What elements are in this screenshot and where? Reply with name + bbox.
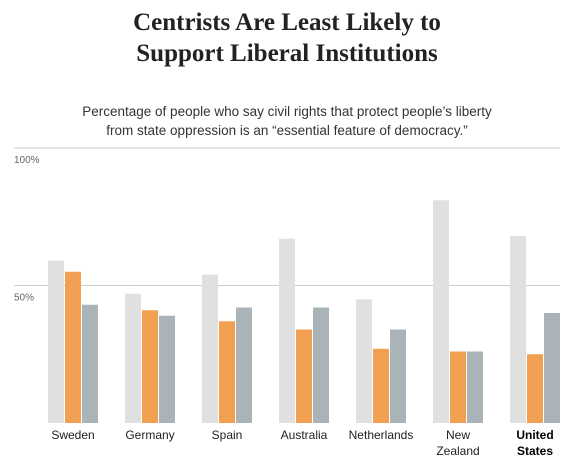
chart-title-line-2: Support Liberal Institutions — [136, 40, 438, 67]
chart-title: Centrists Are Least Likely to Support Li… — [0, 7, 574, 69]
bar-0-0 — [48, 260, 64, 423]
category-label: United — [516, 428, 553, 442]
bar-5-1 — [450, 351, 466, 423]
chart-subtitle: Percentage of people who say civil right… — [0, 102, 574, 140]
category-label: Sweden — [51, 428, 94, 442]
bar-1-2 — [159, 315, 175, 423]
chart-subtitle-line-1: Percentage of people who say civil right… — [82, 104, 492, 119]
bar-4-0 — [356, 299, 372, 423]
bar-6-2 — [544, 313, 560, 423]
bar-4-2 — [390, 329, 406, 423]
bar-2-1 — [219, 321, 235, 423]
category-label: Germany — [125, 428, 174, 442]
bar-4-1 — [373, 348, 389, 423]
bar-2-0 — [202, 274, 218, 423]
category-label: New — [446, 428, 470, 442]
bar-5-0 — [433, 200, 449, 423]
bar-3-0 — [279, 238, 295, 423]
bar-0-2 — [82, 304, 98, 423]
bar-6-1 — [527, 354, 543, 423]
category-labels: Sweden Germany Spain Australia Netherlands Ne… — [51, 428, 553, 458]
y-tick-label: 100% — [14, 155, 40, 166]
bar-5-2 — [467, 351, 483, 423]
chart-subtitle-line-2: from state oppression is an “essential f… — [106, 123, 468, 138]
y-tick-label: 50% — [14, 293, 34, 304]
category-label: Australia — [281, 428, 328, 442]
bar-6-0 — [510, 236, 526, 423]
bars — [48, 200, 560, 423]
category-label: Zealand — [436, 444, 479, 458]
category-label: States — [517, 444, 553, 458]
bar-0-1 — [65, 271, 81, 423]
bar-1-1 — [142, 310, 158, 423]
category-label: Spain — [212, 428, 243, 442]
bar-1-0 — [125, 293, 141, 423]
bar-2-2 — [236, 307, 252, 423]
bar-3-1 — [296, 329, 312, 423]
category-label: Netherlands — [349, 428, 414, 442]
chart-title-line-1: Centrists Are Least Likely to — [133, 9, 441, 36]
bar-3-2 — [313, 307, 329, 423]
